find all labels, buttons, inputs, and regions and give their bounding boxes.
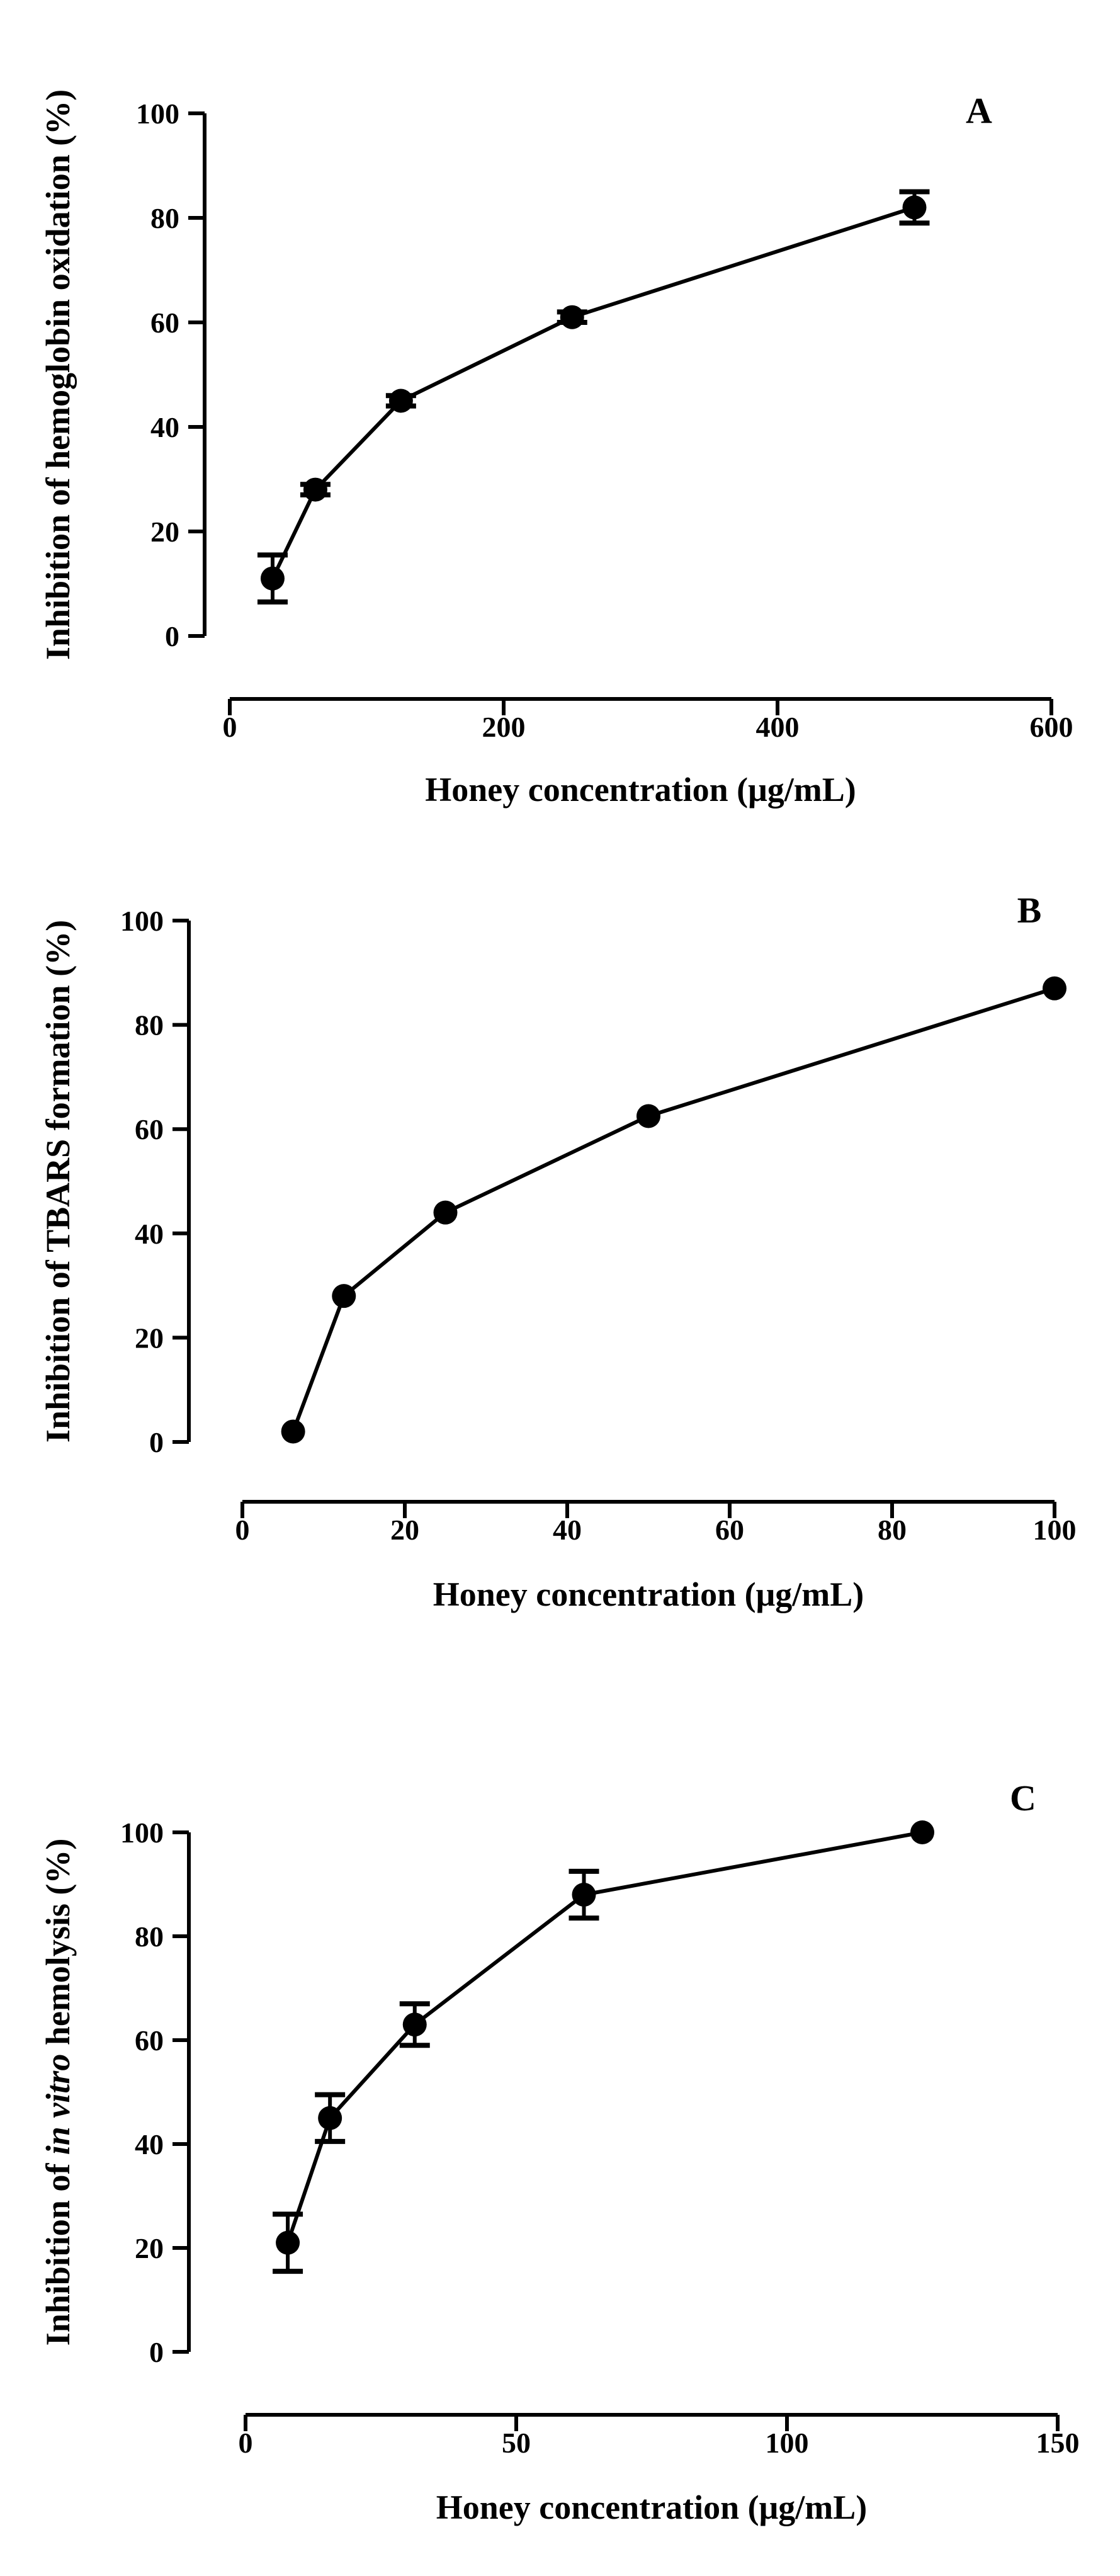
x-axis-title: Honey concentration (μg/mL)	[433, 1575, 864, 1613]
data-point	[318, 2106, 342, 2130]
data-point	[1043, 976, 1066, 1001]
x-tick-label: 80	[878, 1514, 907, 1546]
x-tick-label: 150	[1036, 2427, 1080, 2459]
x-tick-label: 400	[756, 711, 800, 743]
series-line	[291, 986, 1055, 1433]
series-line	[271, 205, 915, 580]
x-tick-label: 40	[553, 1514, 582, 1546]
x-axis-title: Honey concentration (μg/mL)	[436, 2488, 868, 2526]
y-tick-label: 20	[135, 1322, 164, 1354]
x-tick-label: 100	[766, 2427, 809, 2459]
y-tick-label: 40	[135, 2128, 164, 2160]
x-tick-label: 100	[1033, 1514, 1077, 1546]
data-point	[572, 1883, 596, 1907]
data-point	[902, 195, 927, 220]
y-tick-label: 60	[150, 307, 179, 339]
y-tick-label: 80	[135, 1009, 164, 1041]
x-tick-label: 60	[715, 1514, 744, 1546]
y-axis-title-part: in vitro	[39, 2054, 77, 2155]
y-tick-label: 80	[135, 1921, 164, 1953]
data-point	[303, 477, 327, 502]
data-point	[276, 2230, 300, 2255]
data-point	[260, 566, 285, 591]
data-point	[388, 389, 413, 413]
y-axis-title-part: Inhibition of	[39, 2155, 77, 2346]
panel-label: B	[1017, 890, 1042, 931]
x-axis-title: Honey concentration (μg/mL)	[425, 771, 856, 809]
y-tick-label: 20	[135, 2232, 164, 2264]
data-point	[636, 1104, 660, 1128]
x-tick-label: 0	[239, 2427, 253, 2459]
y-axis-title: Inhibition of in vitro hemolysis (%)	[39, 1839, 77, 2346]
panel-label: C	[1010, 1778, 1036, 1819]
y-tick-label: 0	[149, 2336, 164, 2368]
y-tick-label: 0	[149, 1426, 164, 1458]
y-tick-label: 60	[135, 2024, 164, 2057]
y-tick-label: 40	[135, 1218, 164, 1250]
y-tick-label: 60	[135, 1113, 164, 1145]
chart-panel-c: 0 50 100 150 0 20 40 60 80 100 Honey concentration…	[39, 1778, 1080, 2526]
y-tick-label: 20	[150, 516, 179, 548]
y-axis-title: Inhibition of TBARS formation (%)	[39, 920, 77, 1443]
x-tick-label: 20	[390, 1514, 419, 1546]
y-tick-label: 100	[120, 1817, 164, 1849]
chart-panel-b: 0 20 40 60 80 100 0 20 40 60 80 100 Honey concentrat…	[39, 890, 1077, 1613]
y-tick-label: 80	[150, 202, 179, 234]
y-tick-label: 100	[136, 98, 179, 130]
panel-label: A	[966, 90, 992, 131]
x-tick-label: 0	[235, 1514, 250, 1546]
y-tick-label: 40	[150, 411, 179, 443]
data-point	[402, 2012, 427, 2037]
y-tick-label: 0	[165, 620, 179, 652]
y-tick-label: 100	[120, 905, 164, 937]
data-point	[332, 1284, 356, 1308]
x-tick-label: 50	[502, 2427, 531, 2459]
data-point	[281, 1419, 305, 1444]
data-point	[433, 1200, 458, 1225]
y-axis-title-part: hemolysis (%)	[39, 1839, 77, 2054]
y-axis-title: Inhibition of hemoglobin oxidation (%)	[39, 89, 77, 660]
data-point	[910, 1820, 934, 1844]
x-tick-label: 600	[1030, 711, 1073, 743]
x-tick-label: 0	[223, 711, 237, 743]
chart-panel-a: 0 200 400 600 0 20 40 60 80 100 Honey concentratio…	[39, 89, 1073, 809]
data-point	[560, 305, 584, 329]
x-tick-label: 200	[482, 711, 526, 743]
series-line	[286, 1830, 923, 2244]
